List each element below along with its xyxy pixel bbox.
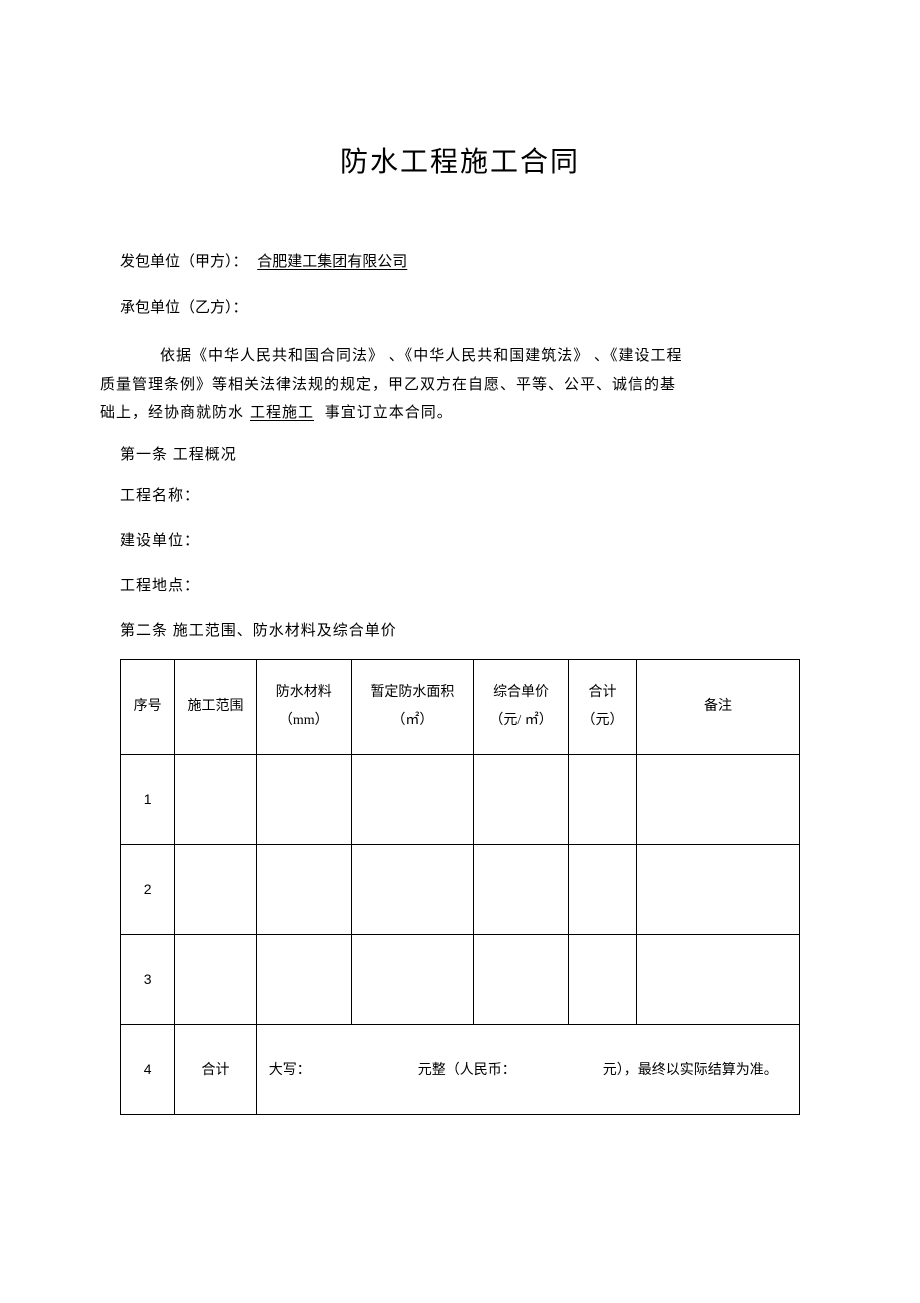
cell-note <box>636 844 799 934</box>
cell-price <box>474 754 569 844</box>
recital-line2: 质量管理条例》等相关法律法规的规定，甲乙双方在自愿、平等、公平、诚信的基 <box>100 377 676 393</box>
summary-seq: 4 <box>121 1024 175 1114</box>
header-total-line1: 合计 <box>589 685 617 700</box>
field-project-location: 工程地点： <box>120 573 800 600</box>
table-row: 2 <box>121 844 800 934</box>
cell-area <box>351 844 473 934</box>
recital-line3-pre: 础上，经协商就防水 <box>100 405 244 421</box>
cell-area <box>351 754 473 844</box>
header-note: 备注 <box>636 659 799 754</box>
field-construction-unit: 建设单位： <box>120 528 800 555</box>
header-scope: 施工范围 <box>175 659 256 754</box>
cell-seq: 2 <box>121 844 175 934</box>
header-material-line2: （mm） <box>279 713 329 728</box>
cell-scope <box>175 754 256 844</box>
recital-line3-underline: 工程施工 <box>244 405 320 421</box>
summary-text: 大写： 元整（人民币： 元），最终以实际结算为准。 <box>256 1024 799 1114</box>
table-row: 3 <box>121 934 800 1024</box>
header-total: 合计 （元） <box>569 659 637 754</box>
header-material: 防水材料 （mm） <box>256 659 351 754</box>
cell-price <box>474 934 569 1024</box>
cell-total <box>569 844 637 934</box>
cell-scope <box>175 934 256 1024</box>
table-row: 1 <box>121 754 800 844</box>
header-price: 综合单价 （元/ ㎡） <box>474 659 569 754</box>
header-total-line2: （元） <box>582 713 624 728</box>
header-area-line2: （㎡） <box>391 713 433 728</box>
party-b-label: 承包单位（乙方）： <box>120 300 248 316</box>
article-1-heading: 第一条 工程概况 <box>120 442 800 469</box>
summary-label: 合计 <box>175 1024 256 1114</box>
cell-seq: 1 <box>121 754 175 844</box>
cell-price <box>474 844 569 934</box>
summary-suffix: 元），最终以实际结算为准。 <box>603 1063 778 1078</box>
header-area-line1: 暂定防水面积 <box>370 685 454 700</box>
party-a-label: 发包单位（甲方）： <box>120 254 248 270</box>
party-b-line: 承包单位（乙方）： <box>120 296 800 320</box>
party-a-line: 发包单位（甲方）： 合肥建工集团有限公司 <box>120 250 800 274</box>
cell-area <box>351 934 473 1024</box>
header-price-line2: （元/ ㎡） <box>489 713 552 728</box>
cell-material <box>256 844 351 934</box>
summary-prefix: 大写： <box>269 1063 311 1078</box>
cell-note <box>636 934 799 1024</box>
party-a-value: 合肥建工集团有限公司 <box>251 254 413 270</box>
cell-total <box>569 754 637 844</box>
table-summary-row: 4 合计 大写： 元整（人民币： 元），最终以实际结算为准。 <box>121 1024 800 1114</box>
recital-paragraph: 依据《中华人民共和国合同法》 、《中华人民共和国建筑法》 、《建设工程 质量管理… <box>120 342 800 428</box>
cell-note <box>636 754 799 844</box>
document-title: 防水工程施工合同 <box>120 140 800 180</box>
cell-material <box>256 934 351 1024</box>
field-project-name: 工程名称： <box>120 483 800 510</box>
header-material-line1: 防水材料 <box>276 685 332 700</box>
cell-scope <box>175 844 256 934</box>
header-area: 暂定防水面积 （㎡） <box>351 659 473 754</box>
header-price-line1: 综合单价 <box>493 685 549 700</box>
article-2-heading: 第二条 施工范围、防水材料及综合单价 <box>120 618 800 645</box>
pricing-table: 序号 施工范围 防水材料 （mm） 暂定防水面积 （㎡） 综合单价 （元/ ㎡）… <box>120 659 800 1115</box>
summary-mid: 元整（人民币： <box>418 1063 516 1078</box>
cell-material <box>256 754 351 844</box>
recital-line3-post: 事宜订立本合同。 <box>320 405 453 421</box>
header-seq: 序号 <box>121 659 175 754</box>
recital-line1: 依据《中华人民共和国合同法》 、《中华人民共和国建筑法》 、《建设工程 <box>160 348 683 364</box>
cell-seq: 3 <box>121 934 175 1024</box>
cell-total <box>569 934 637 1024</box>
table-header-row: 序号 施工范围 防水材料 （mm） 暂定防水面积 （㎡） 综合单价 （元/ ㎡）… <box>121 659 800 754</box>
